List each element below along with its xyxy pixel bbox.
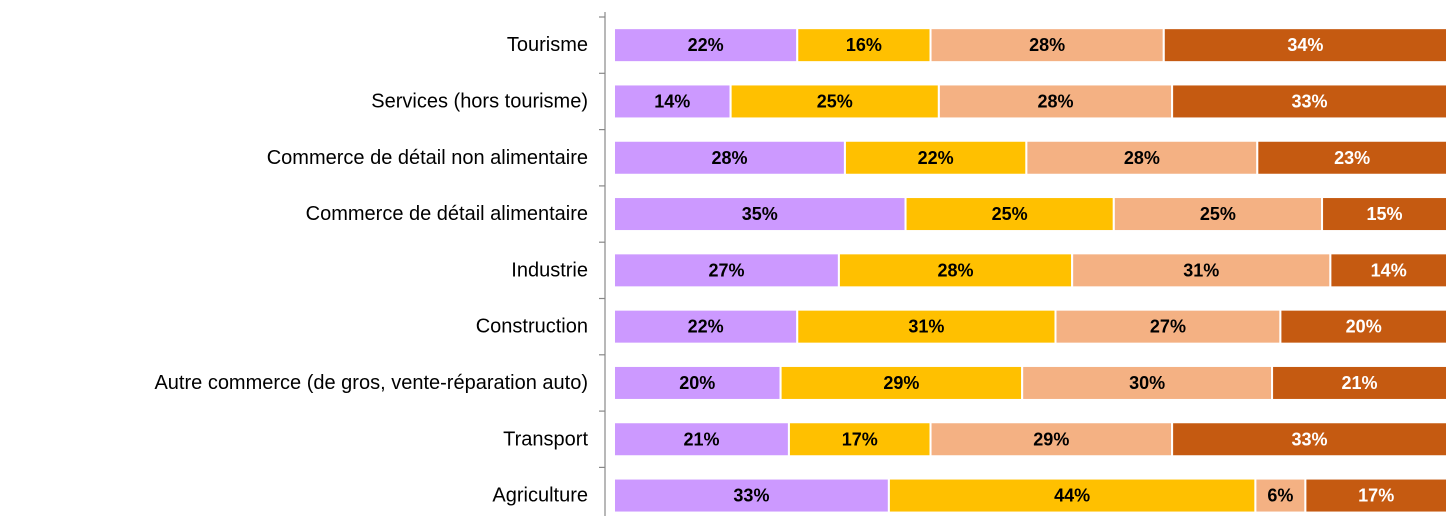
- bar-segment: [1256, 139, 1447, 176]
- bar-segment: [613, 477, 890, 514]
- bar-segment: [1329, 252, 1447, 289]
- bar-segment: [613, 252, 840, 289]
- value-label: 28%: [1037, 91, 1073, 111]
- value-label: 6%: [1267, 486, 1293, 506]
- value-label: 17%: [842, 429, 878, 449]
- category-label: Services (hors tourisme): [371, 90, 588, 112]
- value-label: 15%: [1367, 204, 1403, 224]
- bar-segment: [796, 27, 932, 64]
- value-label: 16%: [846, 35, 882, 55]
- value-label: 14%: [654, 91, 690, 111]
- category-label: Agriculture: [492, 485, 588, 507]
- value-label: 29%: [883, 373, 919, 393]
- category-label: Construction: [476, 316, 588, 338]
- bar-segment: [1321, 196, 1447, 233]
- value-label: 28%: [938, 260, 974, 280]
- value-label: 30%: [1129, 373, 1165, 393]
- value-label: 25%: [817, 91, 853, 111]
- value-label: 25%: [1200, 204, 1236, 224]
- value-label: 22%: [688, 35, 724, 55]
- value-label: 31%: [1183, 260, 1219, 280]
- value-label: 21%: [683, 429, 719, 449]
- bar-segment: [1254, 477, 1307, 514]
- bar-segment: [779, 364, 1024, 401]
- bar-segment: [1162, 27, 1447, 64]
- value-label: 35%: [742, 204, 778, 224]
- value-label: 28%: [1029, 35, 1065, 55]
- value-label: 31%: [908, 317, 944, 337]
- value-label: 33%: [733, 486, 769, 506]
- category-label: Commerce de détail non alimentaire: [267, 147, 588, 169]
- bar-segment: [1279, 308, 1447, 345]
- value-label: 22%: [918, 148, 954, 168]
- bar-segment: [1271, 364, 1447, 401]
- bar-segment: [1054, 308, 1282, 345]
- bar-segment: [1304, 477, 1447, 514]
- bar-segment: [904, 196, 1115, 233]
- category-label: Transport: [503, 428, 588, 450]
- value-label: 22%: [688, 317, 724, 337]
- bar-segment: [1021, 364, 1274, 401]
- bar-segment: [837, 252, 1074, 289]
- bar-segment: [1171, 83, 1447, 120]
- value-label: 27%: [1150, 317, 1186, 337]
- bar-segment: [937, 83, 1174, 120]
- value-label: 27%: [708, 260, 744, 280]
- bar-segment: [613, 421, 790, 458]
- value-label: 33%: [1292, 429, 1328, 449]
- bar-segment: [1171, 421, 1447, 458]
- value-label: 28%: [711, 148, 747, 168]
- bar-segment: [613, 308, 799, 345]
- category-label: Commerce de détail alimentaire: [306, 203, 588, 225]
- value-label: 21%: [1342, 373, 1378, 393]
- category-label: Tourisme: [507, 34, 588, 56]
- category-label: Industrie: [511, 259, 588, 281]
- value-label: 23%: [1334, 148, 1370, 168]
- value-label: 20%: [679, 373, 715, 393]
- bar-segment: [929, 27, 1165, 64]
- value-label: 34%: [1287, 35, 1323, 55]
- bar-segment: [1112, 196, 1324, 233]
- value-label: 33%: [1292, 91, 1328, 111]
- value-label: 14%: [1371, 260, 1407, 280]
- value-label: 44%: [1054, 486, 1090, 506]
- value-label: 20%: [1346, 317, 1382, 337]
- category-label: Autre commerce (de gros, vente-réparatio…: [154, 372, 588, 394]
- bar-segment: [843, 139, 1028, 176]
- value-label: 28%: [1124, 148, 1160, 168]
- value-label: 25%: [992, 204, 1028, 224]
- value-label: 17%: [1358, 486, 1394, 506]
- value-label: 29%: [1033, 429, 1069, 449]
